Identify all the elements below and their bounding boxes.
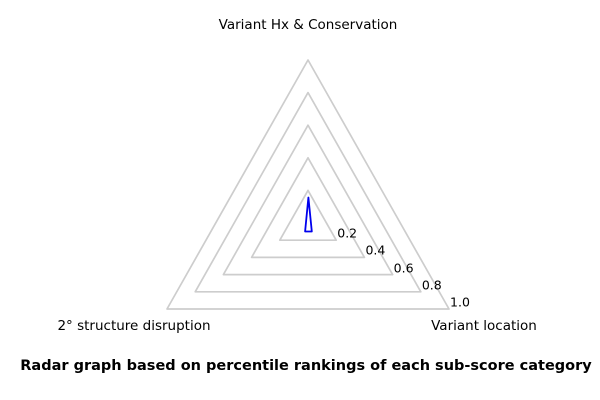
radial-tick-label-1.0: 1.0 <box>450 294 470 310</box>
axis-label-variant-location: Variant location <box>431 318 537 334</box>
radial-tick-label-0.8: 0.8 <box>421 277 442 293</box>
series-polygon-percentile <box>304 196 313 233</box>
gridline-ring-0.4 <box>250 156 366 259</box>
radial-tick-label-0.6: 0.6 <box>393 260 414 276</box>
axis-label-structure-disruption: 2° structure disruption <box>57 318 211 334</box>
chart-caption: Radar graph based on percentile rankings… <box>20 358 592 374</box>
axis-label-variant-hx-conservation: Variant Hx & Conservation <box>218 17 398 33</box>
gridline-ring-0.6 <box>222 124 394 276</box>
gridline-ring-0.2 <box>278 189 338 242</box>
gridline-ring-1 <box>166 59 450 310</box>
radial-tick-label-0.2: 0.2 <box>337 225 358 241</box>
radial-tick-label-0.4: 0.4 <box>365 242 386 258</box>
gridline-ring-0.8 <box>194 91 422 293</box>
